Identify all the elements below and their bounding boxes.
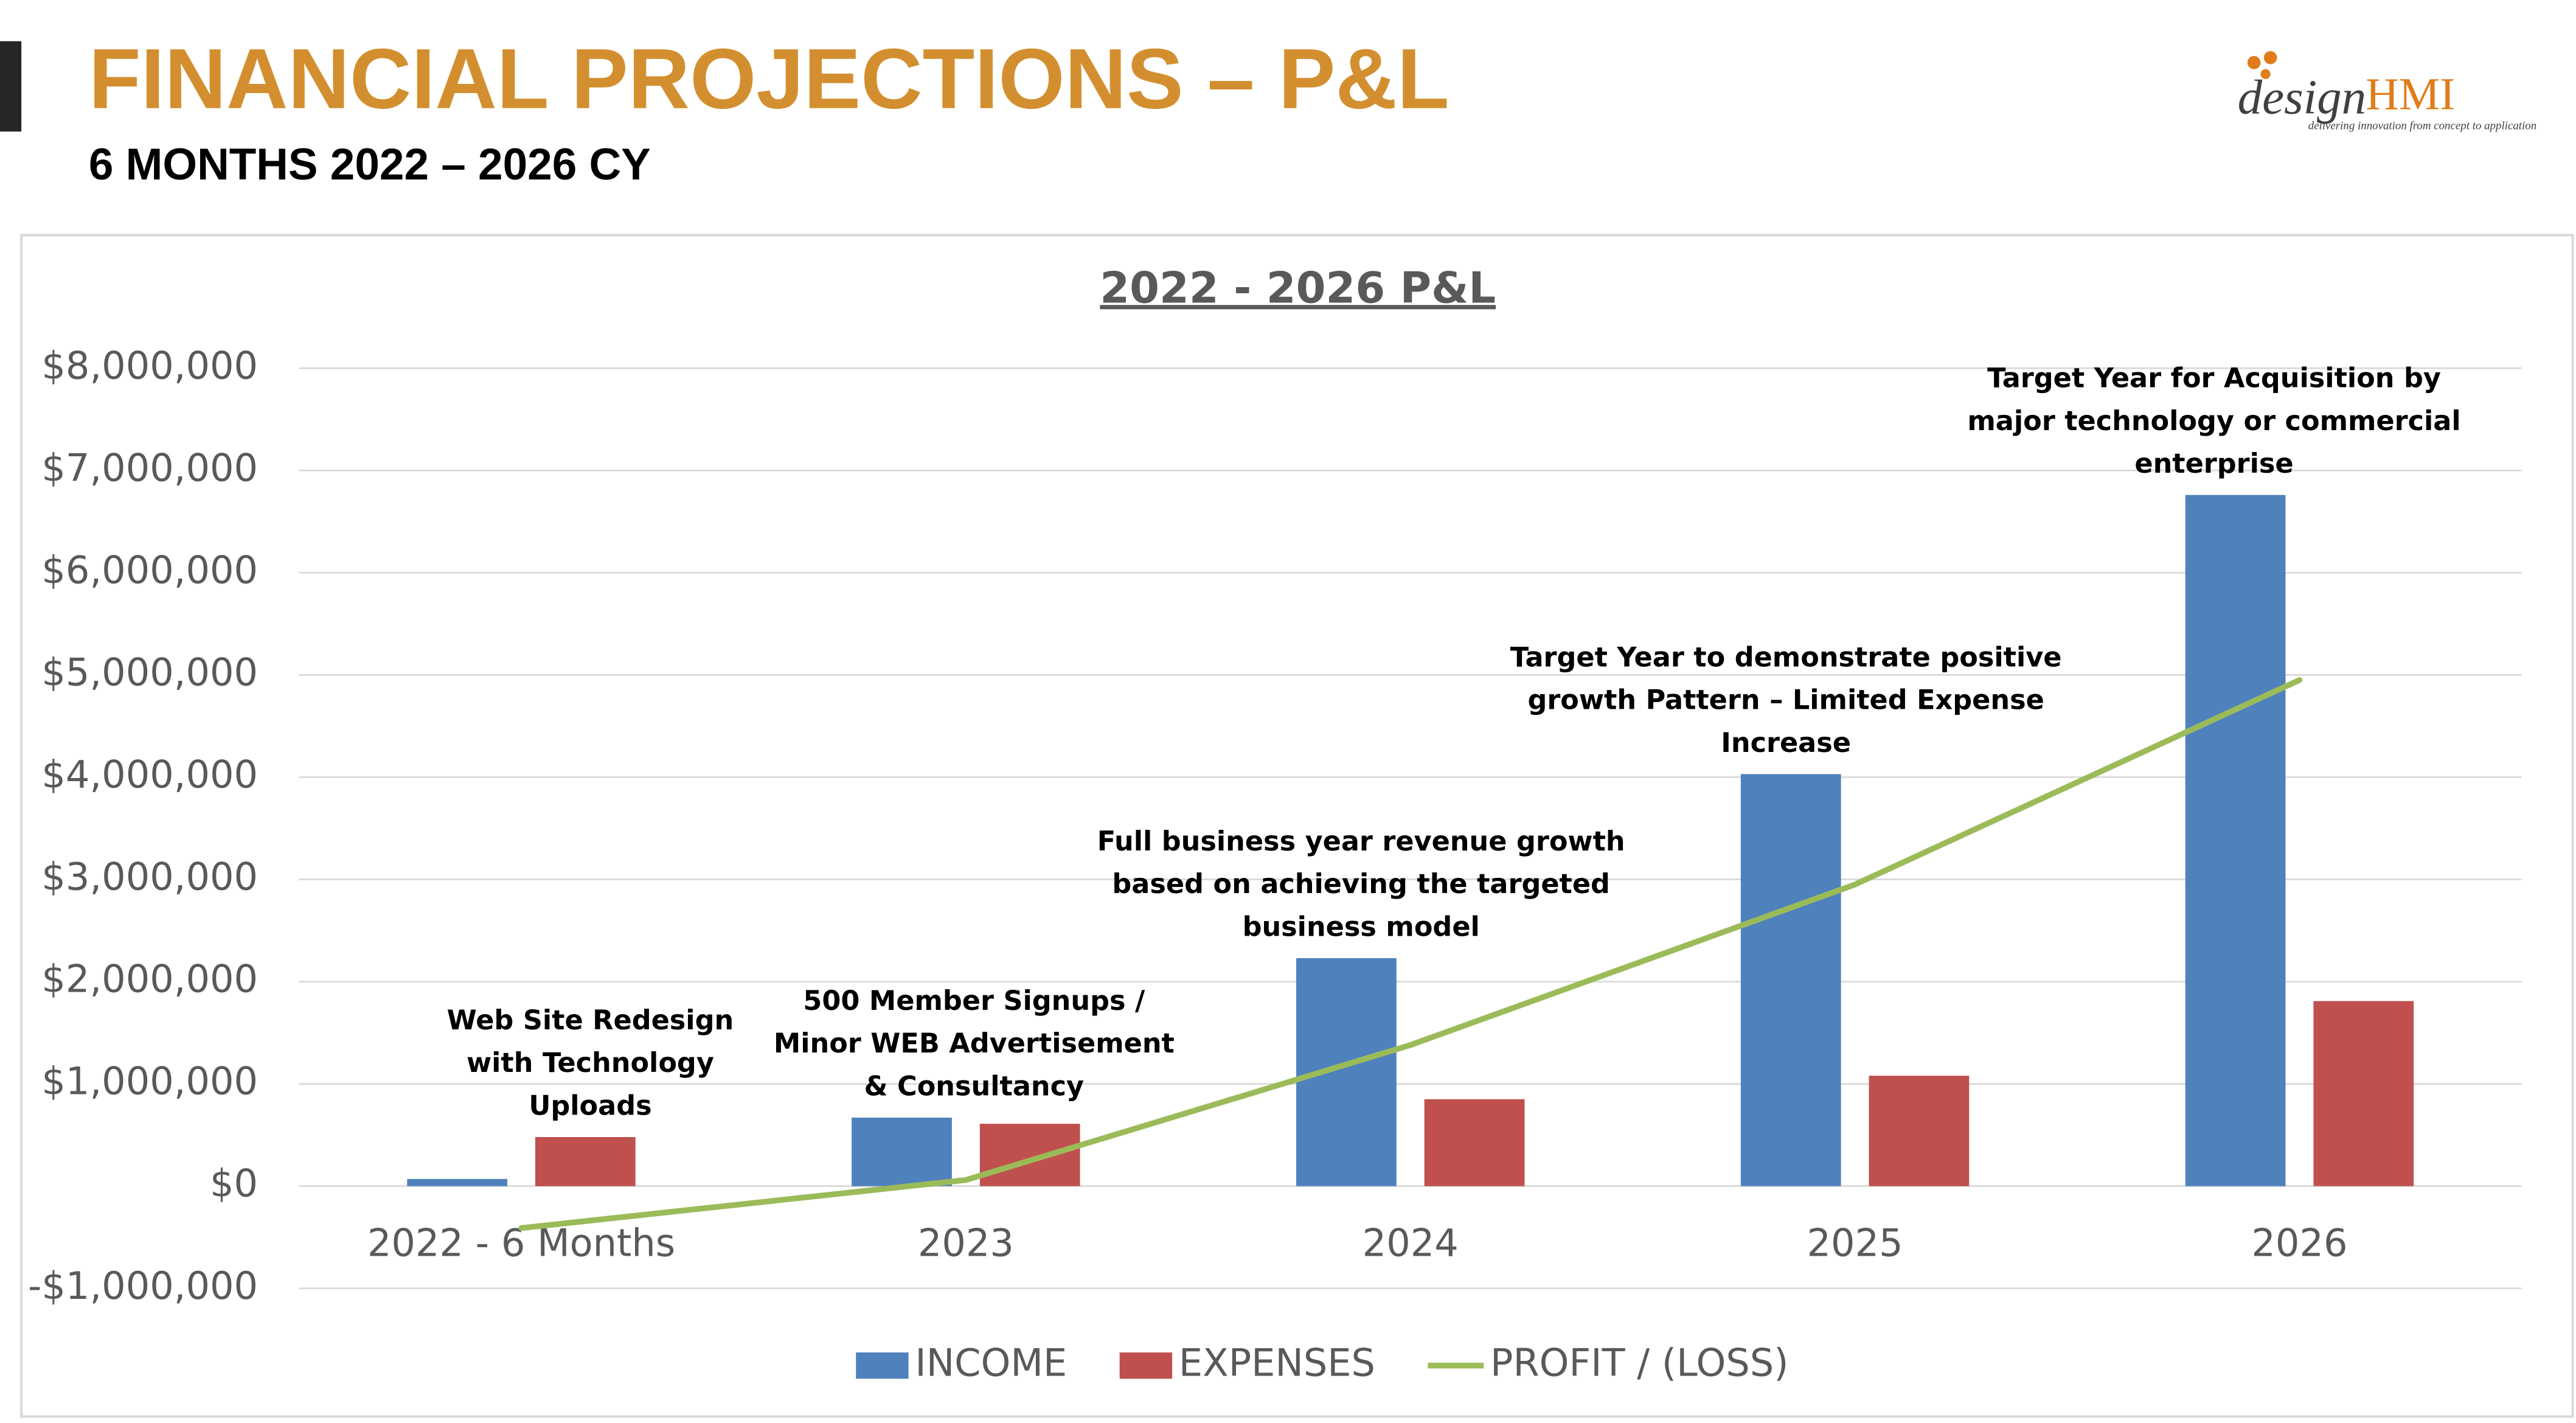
- logo-tagline: delivering innovation from concept to ap…: [2308, 120, 2536, 133]
- y-tick-label: $6,000,000: [41, 548, 258, 592]
- annotation: Full business year revenue growth: [1097, 826, 1625, 857]
- legend-swatch: [856, 1352, 909, 1379]
- y-tick-label: $8,000,000: [41, 343, 258, 388]
- annotation: growth Pattern – Limited Expense: [1527, 684, 2044, 716]
- annotation: Increase: [1721, 727, 1851, 759]
- annotation: & Consultancy: [864, 1070, 1084, 1102]
- x-tick-label: 2024: [1363, 1221, 1459, 1265]
- bar: [1740, 774, 1841, 1186]
- annotation: Minor WEB Advertisement: [774, 1028, 1175, 1059]
- line: [518, 677, 2303, 1231]
- logo-text: design: [2238, 69, 2367, 124]
- logo-text: HMI: [2366, 69, 2455, 120]
- annotation: enterprise: [2134, 448, 2293, 479]
- logo-dot: [2260, 69, 2271, 79]
- accent-bar: [0, 41, 22, 132]
- y-tick-label: -$1,000,000: [28, 1264, 258, 1308]
- bar: [535, 1136, 636, 1186]
- bar: [407, 1178, 508, 1186]
- x-tick-label: 2025: [1807, 1221, 1903, 1265]
- chart-title: 2022 - 2026 P&L: [1100, 263, 1496, 313]
- annotation: business model: [1243, 911, 1480, 942]
- slide-title: FINANCIAL PROJECTIONS – P&L: [89, 31, 1449, 127]
- bar: [1424, 1099, 1525, 1186]
- legend-label: EXPENSES: [1179, 1341, 1375, 1385]
- annotation: Target Year for Acquisition by: [1987, 363, 2441, 394]
- y-tick-label: $3,000,000: [41, 855, 258, 899]
- chart-frame: [20, 234, 2574, 1418]
- logo: design HMI delivering innovation from co…: [2238, 50, 2536, 133]
- annotation: Web Site Redesign: [447, 1004, 734, 1036]
- y-tick-label: $5,000,000: [41, 650, 258, 694]
- y-tick-label: $1,000,000: [41, 1059, 258, 1104]
- bar: [1869, 1076, 1970, 1186]
- y-tick-label: $4,000,000: [41, 753, 258, 797]
- x-tick-label: 2026: [2251, 1221, 2347, 1265]
- annotation: with Technology: [467, 1047, 714, 1079]
- annotation: based on achieving the targeted: [1112, 868, 1610, 900]
- x-tick-label: 2023: [918, 1221, 1014, 1265]
- bar: [2313, 1001, 2414, 1186]
- legend-label: PROFIT / (LOSS): [1490, 1341, 1788, 1385]
- annotation: 500 Member Signups /: [803, 985, 1145, 1017]
- legend-swatch: [1119, 1352, 1173, 1379]
- y-tick-label: $2,000,000: [41, 957, 258, 1001]
- bar: [852, 1118, 952, 1186]
- annotation: major technology or commercial: [1967, 405, 2460, 437]
- legend-label: INCOME: [915, 1341, 1067, 1385]
- y-tick-label: $7,000,000: [41, 445, 258, 490]
- annotation: Target Year to demonstrate positive: [1510, 641, 2062, 673]
- y-tick-label: $0: [210, 1161, 258, 1206]
- annotation: Uploads: [529, 1090, 651, 1121]
- bar: [2185, 495, 2286, 1186]
- logo-dot: [2263, 50, 2277, 64]
- logo-dot: [2247, 56, 2261, 69]
- bar: [979, 1124, 1080, 1186]
- slide-subtitle: 6 MONTHS 2022 – 2026 CY: [89, 140, 651, 189]
